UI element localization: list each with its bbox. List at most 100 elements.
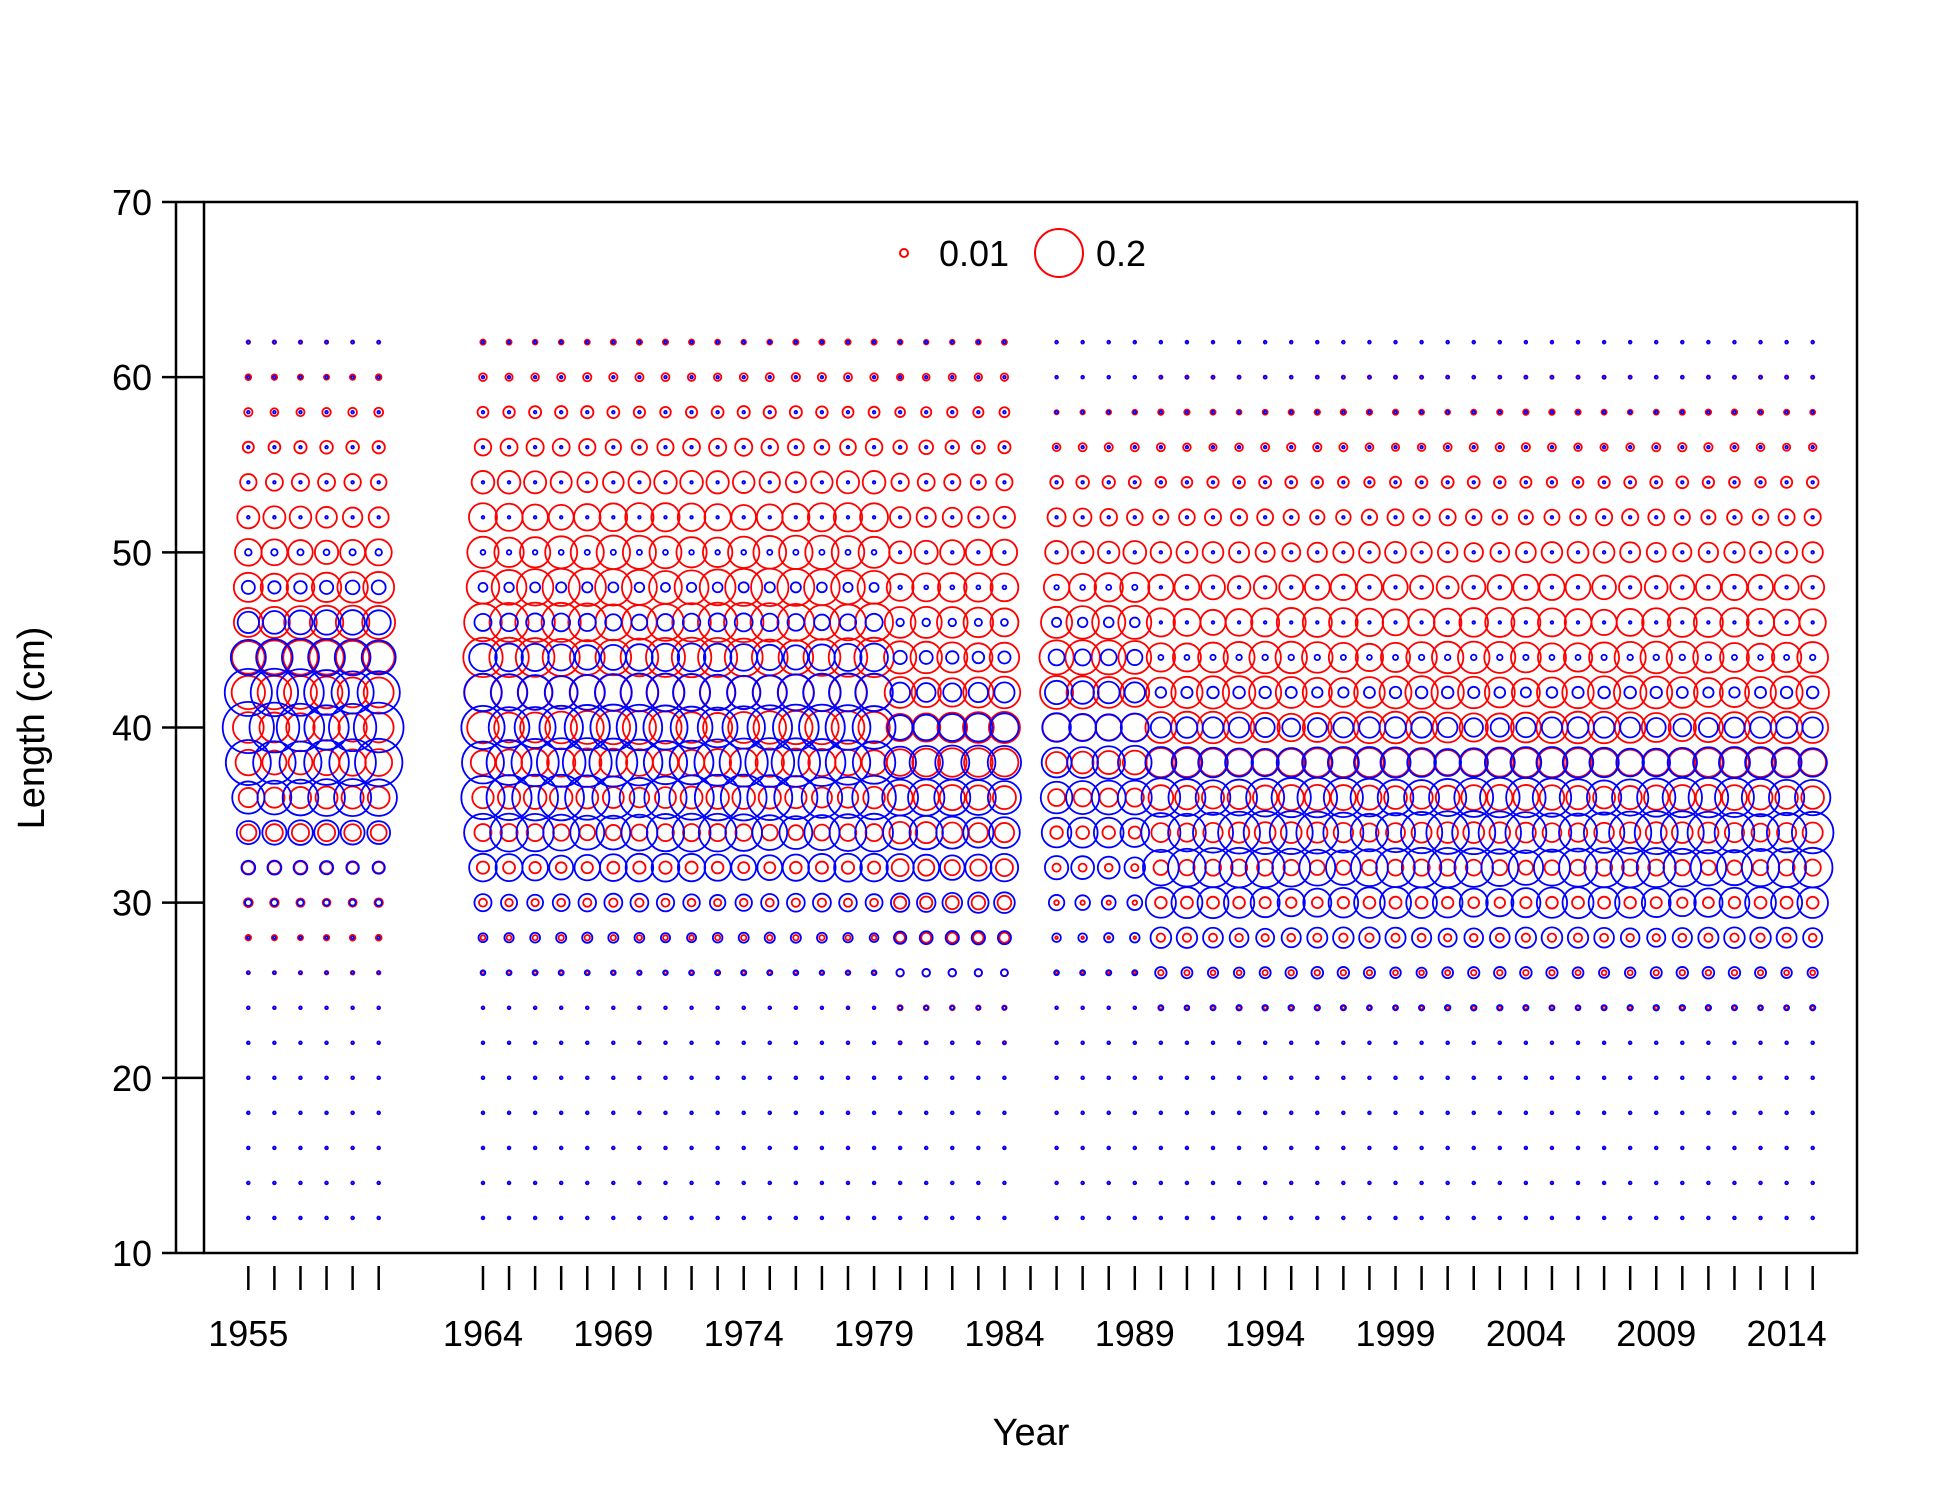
blue-bubble (1236, 1040, 1242, 1045)
blue-bubble (970, 930, 986, 946)
blue-bubble (1070, 680, 1095, 705)
blue-bubble (1337, 686, 1350, 699)
red-bubble (1202, 821, 1224, 844)
blue-bubble (1096, 855, 1121, 880)
blue-bubble (1080, 339, 1085, 345)
blue-bubble (246, 1110, 251, 1116)
blue-bubble (324, 515, 329, 520)
blue-bubble (1497, 1215, 1503, 1221)
blue-bubble (950, 1040, 955, 1045)
blue-bubble (307, 778, 346, 817)
red-bubble (1463, 542, 1484, 563)
blue-bubble (663, 410, 668, 415)
blue-bubble (637, 374, 642, 380)
red-bubble (630, 823, 649, 842)
red-bubble (1064, 639, 1101, 676)
blue-bubble (1549, 550, 1555, 555)
blue-bubble (1780, 966, 1793, 979)
blue-bubble (921, 968, 931, 978)
red-bubble (909, 605, 943, 639)
blue-bubble (350, 1215, 355, 1221)
blue-bubble (976, 374, 981, 380)
blue-bubble (1080, 410, 1085, 415)
red-bubble (1771, 641, 1803, 674)
blue-bubble (1041, 712, 1072, 743)
blue-bubble (1532, 848, 1571, 887)
red-bubble (1700, 509, 1717, 526)
blue-bubble (1393, 445, 1398, 450)
red-bubble (963, 747, 994, 778)
blue-bubble (845, 1215, 851, 1221)
blue-bubble (689, 339, 694, 345)
blue-bubble (272, 480, 277, 485)
blue-bubble (1210, 1110, 1216, 1116)
blue-bubble (1626, 1004, 1634, 1012)
red-bubble (594, 603, 633, 642)
red-bubble (1488, 821, 1511, 844)
red-bubble (1147, 573, 1175, 601)
blue-bubble (897, 1145, 903, 1151)
red-bubble (832, 502, 864, 533)
red-bubble (944, 895, 960, 911)
blue-bubble (1315, 550, 1320, 555)
blue-bubble (871, 1005, 877, 1010)
red-bubble (1665, 640, 1699, 675)
red-bubble (312, 748, 341, 777)
blue-bubble (1341, 445, 1346, 450)
blue-bubble (1806, 966, 1819, 979)
red-bubble (1378, 675, 1413, 710)
red-bubble (1354, 607, 1385, 638)
blue-bubble (1094, 713, 1123, 742)
blue-bubble (702, 642, 733, 673)
blue-bubble (1601, 374, 1607, 380)
blue-bubble (897, 480, 903, 485)
red-bubble (1358, 541, 1381, 564)
red-bubble (1465, 508, 1483, 527)
red-bubble (1795, 675, 1830, 710)
red-bubble (1222, 641, 1256, 674)
red-bubble (1000, 338, 1008, 346)
blue-bubble (350, 935, 355, 940)
blue-bubble (868, 932, 880, 944)
red-bubble (471, 785, 495, 810)
blue-bubble (261, 819, 288, 846)
blue-bubble (1281, 717, 1302, 738)
red-bubble (714, 934, 722, 942)
red-bubble (1800, 574, 1826, 600)
blue-bubble (1627, 1040, 1633, 1045)
blue-bubble (1261, 1004, 1269, 1012)
red-bubble (675, 711, 708, 744)
blue-bubble (506, 1215, 512, 1221)
blue-bubble (1689, 848, 1728, 887)
red-bubble (1178, 508, 1196, 527)
red-bubble (465, 570, 501, 605)
blue-bubble (1103, 932, 1115, 944)
red-bubble (335, 639, 371, 675)
blue-bubble (1680, 1110, 1685, 1116)
red-bubble (1777, 508, 1796, 527)
blue-bubble (1302, 887, 1333, 918)
blue-bubble (1523, 374, 1529, 380)
red-bubble (371, 440, 386, 455)
red-bubble (265, 823, 284, 842)
blue-bubble (1627, 620, 1633, 625)
blue-bubble (967, 891, 990, 914)
blue-bubble (1129, 932, 1141, 944)
red-bubble (621, 568, 658, 606)
red-bubble (890, 472, 910, 492)
red-bubble (787, 438, 805, 457)
red-bubble (1117, 604, 1153, 640)
red-bubble (308, 639, 345, 676)
blue-bubble (506, 1145, 512, 1151)
red-bubble (1096, 750, 1122, 775)
blue-bubble (1810, 585, 1815, 590)
blue-bubble (339, 609, 366, 636)
red-bubble (870, 934, 878, 941)
red-bubble (1097, 540, 1121, 564)
blue-bubble (1236, 480, 1242, 485)
blue-bubble (871, 1180, 877, 1186)
blue-bubble (1497, 1180, 1503, 1186)
blue-bubble (1675, 966, 1689, 980)
red-bubble (684, 860, 699, 875)
red-bubble (256, 674, 293, 711)
